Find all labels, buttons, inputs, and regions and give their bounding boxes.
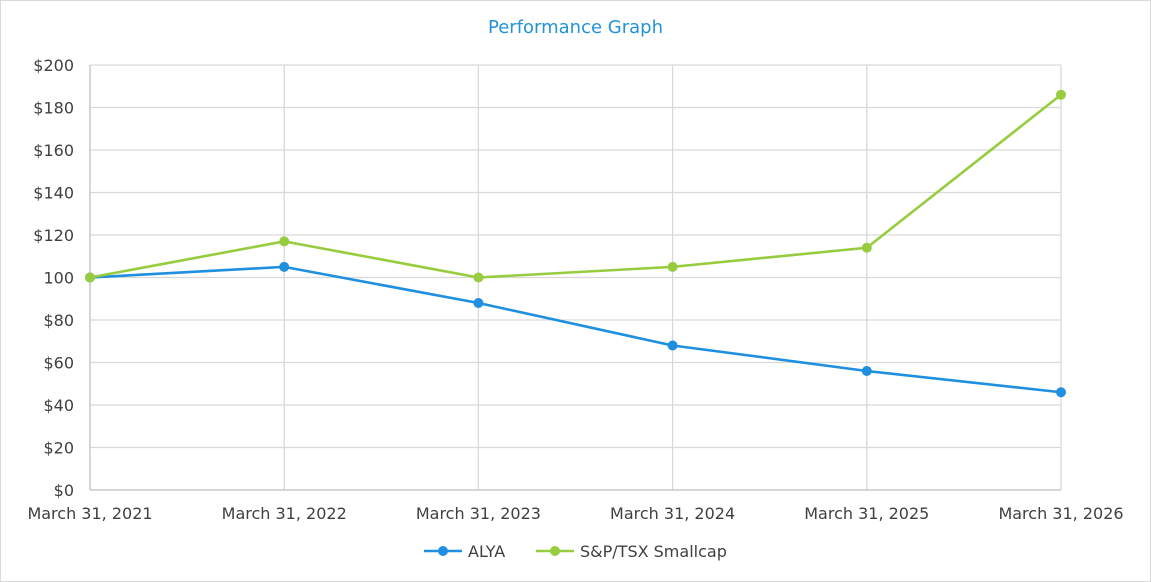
series-line-0 <box>89 265 1062 394</box>
data-point <box>473 272 484 283</box>
y-tick-label: $120 <box>33 226 74 245</box>
y-tick-label: $80 <box>43 311 74 330</box>
legend-swatch-marker <box>550 546 560 556</box>
y-tick-label: $200 <box>33 56 74 75</box>
data-point <box>85 272 95 283</box>
grid-lines <box>90 64 1062 490</box>
y-tick-label: $20 <box>43 439 74 458</box>
chart-title: Performance Graph <box>488 17 663 38</box>
data-point <box>861 366 872 376</box>
legend-swatch-marker <box>438 546 448 556</box>
legend-label: S&P/TSX Smallcap <box>580 542 727 561</box>
data-point <box>473 298 484 308</box>
y-tick-label: $40 <box>43 396 74 415</box>
x-tick-label: March 31, 2023 <box>416 504 541 523</box>
x-tick-label: March 31, 2026 <box>998 504 1123 523</box>
y-tick-label: $60 <box>43 354 74 373</box>
legend: ALYA S&P/TSX Smallcap <box>424 542 727 561</box>
legend-label: ALYA <box>468 542 505 561</box>
y-axis-ticks: $0 $20 $40 $60 $80 100 $120 $140 $160 $180 $200 <box>33 56 74 500</box>
y-tick-label: $140 <box>33 184 74 203</box>
data-point <box>1056 89 1066 100</box>
y-tick-label: 100 <box>43 269 74 288</box>
x-tick-label: March 31, 2024 <box>610 504 735 523</box>
data-point <box>279 236 290 247</box>
data-point <box>861 242 872 253</box>
data-point <box>1056 387 1066 398</box>
data-point <box>667 340 678 351</box>
x-axis-ticks: March 31, 2021 March 31, 2022 March 31, 20… <box>27 504 1123 523</box>
x-tick-label: March 31, 2025 <box>804 504 929 523</box>
data-point <box>667 261 678 272</box>
x-tick-label: March 31, 2022 <box>222 504 347 523</box>
series-line-1 <box>89 93 1062 279</box>
y-tick-label: $160 <box>33 141 74 160</box>
y-tick-label: $180 <box>33 99 74 118</box>
y-tick-label: $0 <box>54 481 74 500</box>
series-group <box>85 89 1066 398</box>
data-point <box>279 261 290 272</box>
x-tick-label: March 31, 2021 <box>27 504 152 523</box>
